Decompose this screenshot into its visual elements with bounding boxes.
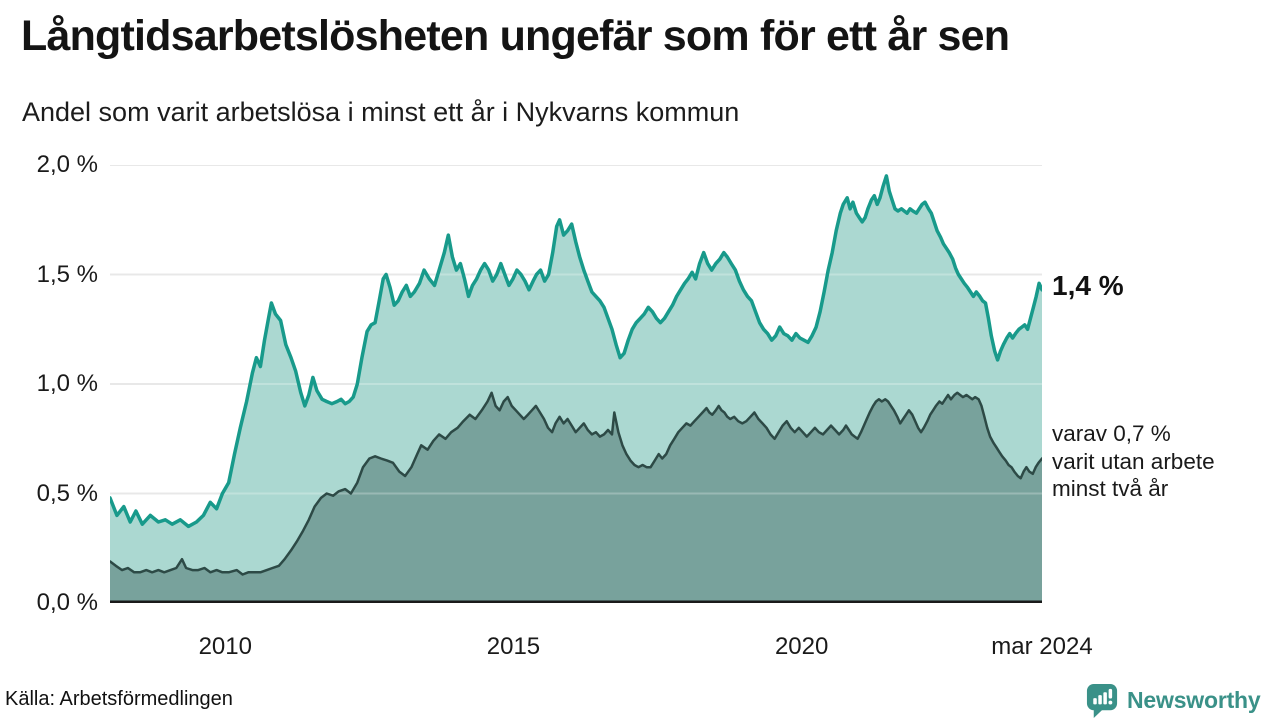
newsworthy-logo: Newsworthy	[1085, 682, 1261, 719]
y-tick-label: 0,5 %	[36, 479, 98, 507]
x-tick-label: 2015	[486, 633, 541, 660]
bar-medium	[1098, 695, 1102, 705]
bar-small	[1093, 698, 1097, 705]
speech-bubble-tail	[1093, 708, 1104, 718]
series1-end-value-label: 1,4 %	[1052, 270, 1124, 301]
exclamation-dot	[1108, 700, 1113, 705]
x-tick-label: mar 2024	[991, 633, 1093, 660]
x-tick-label: 2010	[198, 633, 252, 660]
y-tick-label: 0,0 %	[36, 589, 98, 616]
line-minst-ett-ar	[110, 174, 1042, 529]
bar-tall	[1103, 692, 1107, 705]
x-tick-label: 2020	[774, 633, 829, 660]
source-note: Källa: Arbetsförmedlingen	[5, 688, 233, 710]
newsworthy-logo-text: Newsworthy	[1127, 687, 1261, 713]
unemployment-area-chart	[110, 165, 1042, 603]
y-tick-label: 2,0 %	[36, 151, 98, 178]
area-minst-tva-ar	[110, 392, 1042, 603]
y-tick-label: 1,5 %	[36, 260, 98, 288]
exclamation-bar	[1108, 688, 1113, 699]
chart-subtitle: Andel som varit arbetslösa i minst ett å…	[22, 97, 740, 127]
y-tick-label: 1,0 %	[36, 370, 98, 397]
chart-title: Långtidsarbetslösheten ungefär som för e…	[21, 12, 1010, 60]
newsworthy-logo-icon	[1086, 683, 1118, 718]
line-minst-tva-ar	[110, 391, 1042, 576]
series2-end-value-label: varav 0,7 % varit utan arbete minst två …	[1052, 421, 1215, 501]
